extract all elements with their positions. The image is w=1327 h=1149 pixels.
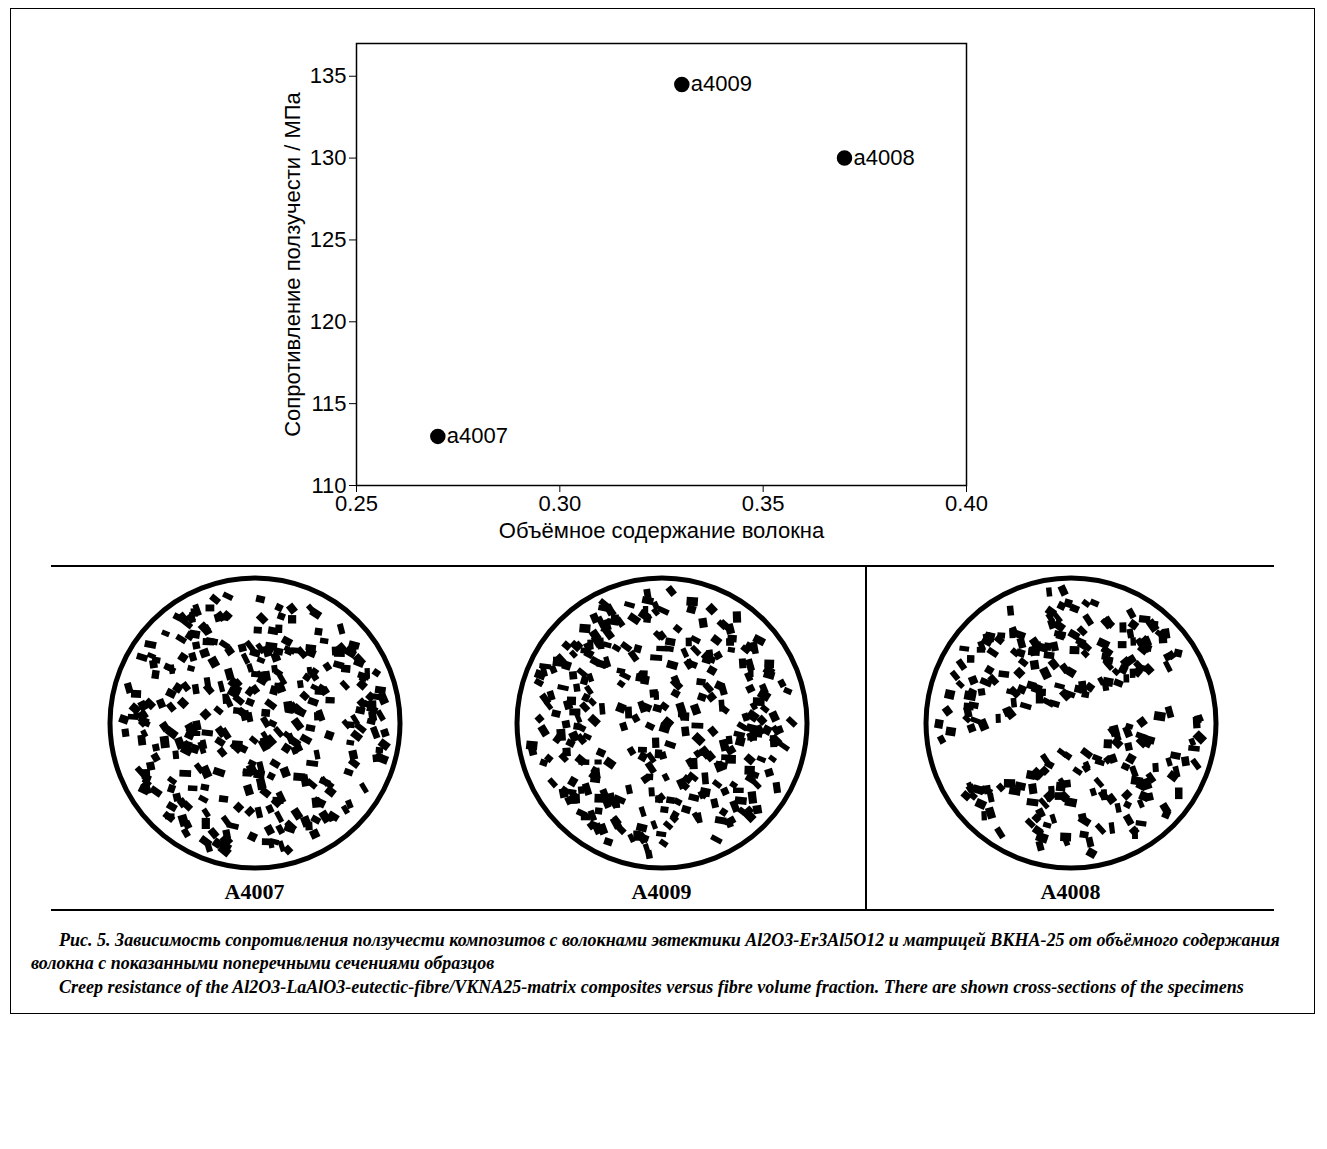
svg-text:110: 110	[311, 473, 346, 498]
svg-text:Сопротивление ползучести / МПа: Сопротивление ползучести / МПа	[280, 91, 305, 436]
svg-text:a4008: a4008	[854, 145, 915, 170]
svg-text:0.30: 0.30	[538, 491, 581, 516]
svg-text:Объёмное содержание волокна: Объёмное содержание волокна	[499, 518, 825, 543]
svg-text:a4007: a4007	[447, 423, 508, 448]
svg-text:a4009: a4009	[691, 71, 752, 96]
html-text:Creep resistance of the Al2O3-: Creep resistance of the Al2O3-LaAlO3-eut…	[59, 976, 1244, 997]
html-text:A4008: A4008	[1040, 879, 1101, 904]
html-text:A4009: A4009	[631, 879, 692, 904]
svg-text:0.35: 0.35	[742, 491, 785, 516]
svg-text:125: 125	[310, 227, 347, 252]
html-text:A4007: A4007	[224, 879, 285, 904]
svg-text:135: 135	[310, 63, 347, 88]
svg-text:130: 130	[310, 145, 347, 170]
svg-text:0.40: 0.40	[945, 491, 988, 516]
svg-text:115: 115	[311, 391, 346, 416]
svg-text:0.25: 0.25	[335, 491, 378, 517]
html-text:Рис. 5. Зависимость сопротивле: Рис. 5. Зависимость сопротивления ползуч…	[31, 930, 1280, 974]
svg-text:120: 120	[310, 309, 347, 334]
